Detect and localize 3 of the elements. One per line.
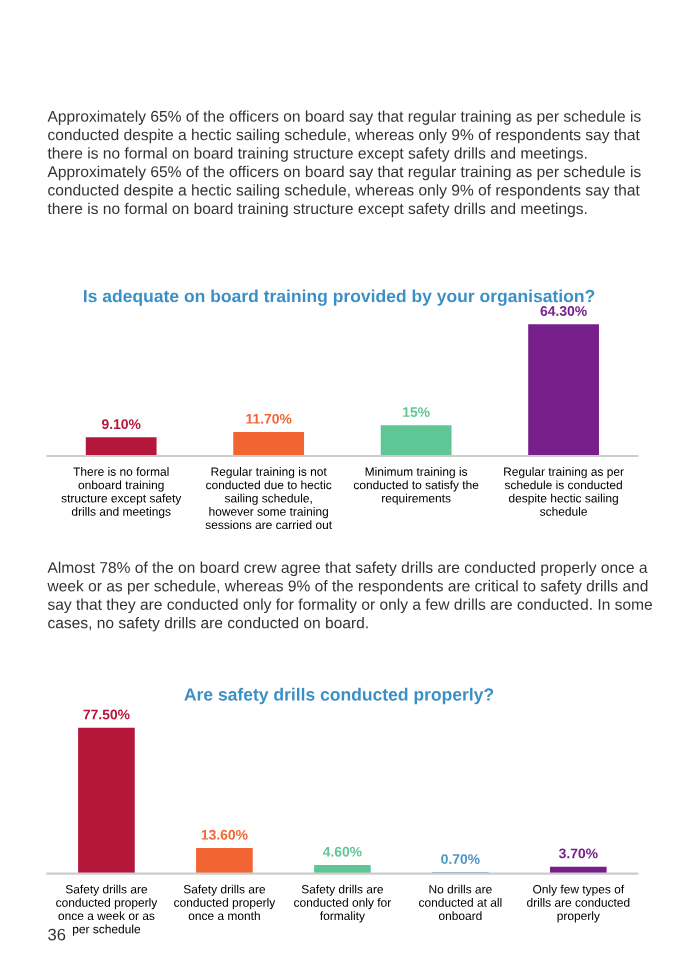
text: 36 (48, 928, 66, 941)
chart-title: Are safety drills conducted properly? (184, 687, 494, 705)
chart-title: Is adequate on board training provided by your organisation? (83, 289, 595, 306)
